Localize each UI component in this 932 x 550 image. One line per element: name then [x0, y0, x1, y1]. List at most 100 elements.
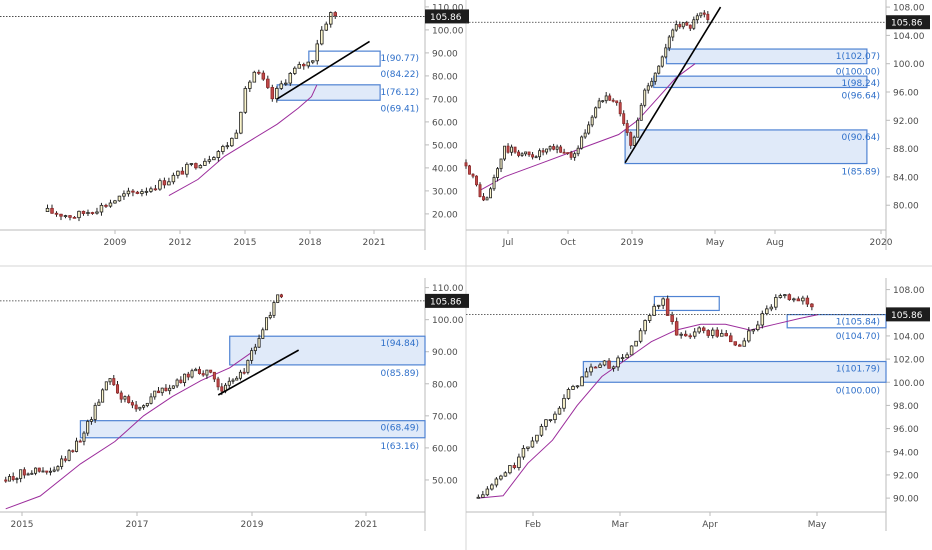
zone-label: 0(90.64) [841, 133, 880, 143]
candle [646, 82, 650, 94]
candle [95, 207, 99, 215]
candle [230, 137, 234, 148]
candle [643, 319, 647, 335]
x-tick-label: 2020 [870, 238, 893, 248]
candle [660, 55, 664, 68]
trend-line[interactable] [217, 349, 300, 396]
y-tick-label: 90.00 [893, 495, 919, 505]
candle [293, 66, 297, 76]
candle [792, 297, 796, 303]
y-tick-label: 98.00 [893, 402, 919, 412]
trend-line[interactable] [624, 6, 722, 164]
candle [539, 423, 544, 437]
candle [239, 111, 243, 135]
x-tick-label: 2018 [299, 238, 322, 248]
candle [209, 369, 213, 374]
candle [130, 400, 134, 409]
candle [584, 367, 589, 378]
candle [729, 332, 733, 343]
y-tick-label: 80.00 [432, 72, 458, 82]
candle [140, 188, 144, 197]
candle [653, 72, 657, 85]
candle [45, 204, 50, 212]
candle [78, 439, 82, 443]
candle [15, 477, 19, 484]
candle [587, 121, 591, 135]
chart-panel-1[interactable]: 20.00 30.00 40.00 50.00 60.00 70.00 80.00 90.00… [0, 0, 469, 250]
candle [553, 411, 557, 424]
candle [190, 368, 194, 379]
candle [593, 366, 598, 369]
y-tick-label: 60.00 [432, 118, 458, 128]
candle [122, 190, 126, 200]
candle [517, 149, 521, 158]
candle [4, 476, 8, 483]
candle [268, 311, 272, 320]
candle [692, 328, 697, 339]
candle [275, 86, 279, 103]
zone-box[interactable] [624, 129, 868, 165]
zone-box[interactable] [653, 75, 868, 89]
candle [733, 341, 738, 347]
y-tick-label: 70.00 [432, 412, 458, 422]
x-tick-label: Apr [702, 520, 718, 530]
candle [643, 88, 647, 108]
candle [478, 182, 482, 198]
candle [715, 327, 719, 338]
y-tick-label: 80.00 [893, 202, 919, 212]
last-price-tag [425, 293, 469, 308]
chart-panel-3[interactable]: 50.00 60.00 70.00 80.00 90.00 100.00 110.00 201… [0, 278, 469, 531]
candle [636, 117, 640, 138]
candle [747, 327, 751, 343]
zone-box[interactable] [79, 420, 426, 439]
y-tick-label: 90.00 [432, 348, 458, 358]
candle [198, 164, 203, 169]
candle [670, 311, 674, 325]
zone-label: 0(84.22) [380, 70, 419, 80]
candle [288, 72, 293, 86]
zone-label: 0(68.49) [380, 424, 419, 434]
candle [468, 164, 471, 175]
y-tick-label: 92.00 [893, 117, 919, 127]
candle [620, 353, 625, 362]
candle [510, 144, 514, 156]
zone-box[interactable] [308, 50, 381, 67]
candle [688, 333, 692, 340]
candle [131, 189, 135, 197]
zone-box[interactable] [582, 360, 887, 383]
x-tick-label: Jul [502, 238, 514, 248]
y-tick-label: 104.00 [893, 32, 925, 42]
candle [541, 147, 545, 156]
candle [203, 158, 207, 166]
candle [99, 202, 104, 216]
candle [180, 167, 185, 175]
y-tick-label: 96.00 [893, 425, 919, 435]
candle [221, 144, 225, 155]
candle [270, 84, 275, 102]
x-tick-label: Feb [525, 520, 541, 530]
zone-box[interactable] [653, 295, 720, 312]
candle [589, 363, 593, 376]
zone-label: 1(105.84) [836, 318, 880, 328]
candle [496, 166, 499, 182]
chart-panel-2[interactable]: 80.00 84.00 88.00 92.00 96.00 100.00 104.00 108… [464, 0, 930, 250]
candle [50, 204, 54, 214]
candle [625, 119, 629, 136]
candle [615, 100, 619, 106]
last-price-tag [886, 15, 930, 30]
y-tick-label: 88.00 [893, 145, 919, 155]
candle [279, 80, 284, 91]
candle [252, 70, 257, 83]
candle [176, 170, 180, 179]
candle [119, 390, 123, 403]
zone-box[interactable] [276, 84, 381, 101]
candle [113, 199, 117, 204]
candle [227, 377, 231, 390]
trend-line[interactable] [276, 40, 370, 100]
candle [86, 419, 90, 436]
candle [562, 148, 566, 154]
chart-panel-4[interactable]: 90.00 92.00 94.00 96.00 98.00 100.00 102.00 104… [466, 278, 930, 531]
zone-box[interactable] [229, 335, 426, 366]
last-price-label: 105.86 [430, 13, 462, 23]
